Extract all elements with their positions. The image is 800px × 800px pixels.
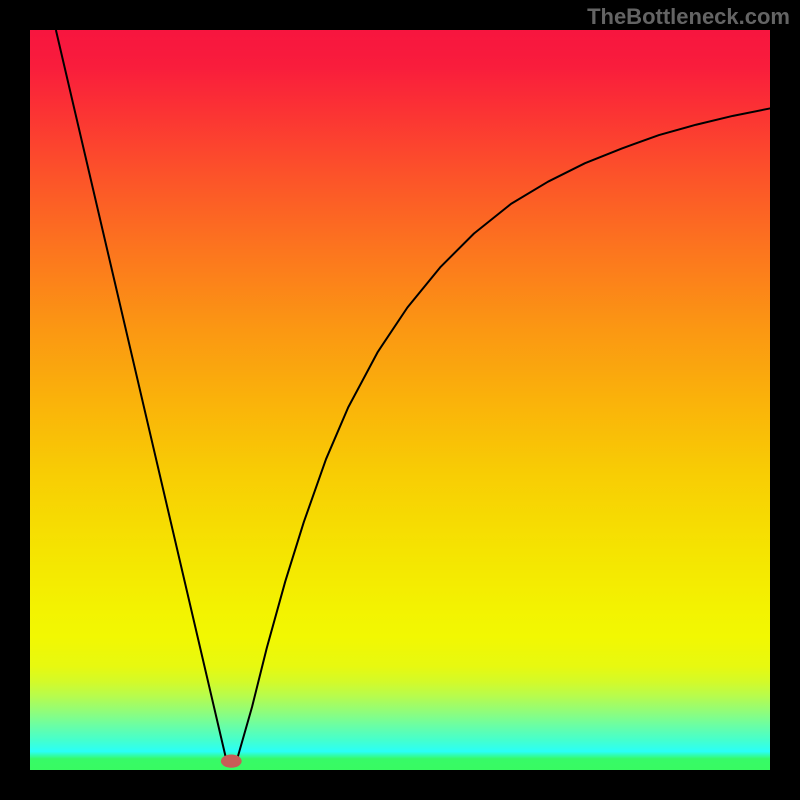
plot-gradient-background xyxy=(30,30,770,770)
chart-container: TheBottleneck.com xyxy=(0,0,800,800)
watermark-text: TheBottleneck.com xyxy=(587,4,790,30)
